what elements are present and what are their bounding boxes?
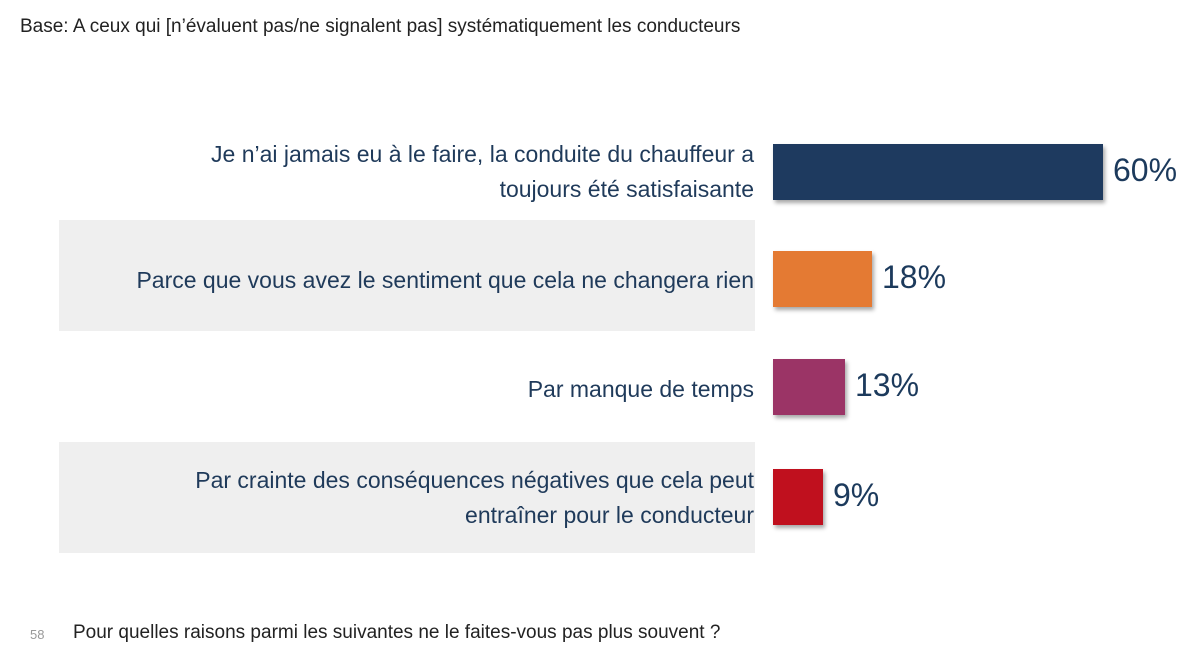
bar-4 bbox=[773, 469, 823, 525]
category-label-4: Par crainte des conséquences négatives q… bbox=[60, 454, 754, 542]
value-label-3: 13% bbox=[855, 367, 920, 403]
row-band-2 bbox=[59, 220, 755, 331]
category-label-1: Je n’ai jamais eu à le faire, la conduit… bbox=[60, 128, 754, 216]
row-band-4 bbox=[59, 442, 755, 553]
category-label-3: Par manque de temps bbox=[60, 345, 754, 433]
category-label-2-line-1: Parce que vous avez le sentiment que cel… bbox=[136, 266, 754, 293]
category-label-4-line-1: Par crainte des conséquences négatives q… bbox=[195, 467, 754, 493]
category-label-1-line-1: Je n’ai jamais eu à le faire, la conduit… bbox=[211, 141, 754, 167]
value-label-4: 9% bbox=[833, 477, 880, 513]
base-note: Base: A ceux qui [n’évaluent pas/ne sign… bbox=[20, 16, 741, 37]
category-label-4-line-2: entraîner pour le conducteur bbox=[465, 502, 754, 528]
category-label-1-line-2: toujours été satisfaisante bbox=[499, 176, 754, 202]
question-text: Pour quelles raisons parmi les suivantes… bbox=[73, 622, 721, 643]
bar-1 bbox=[773, 144, 1103, 200]
value-label-1: 60% bbox=[1113, 152, 1178, 188]
category-label-2: Parce que vous avez le sentiment que cel… bbox=[60, 236, 754, 324]
bar-2 bbox=[773, 251, 872, 307]
value-label-2: 18% bbox=[882, 259, 947, 295]
page-number: 58 bbox=[30, 627, 45, 642]
category-label-3-line-1: Par manque de temps bbox=[527, 375, 754, 402]
bar-3 bbox=[773, 359, 845, 415]
